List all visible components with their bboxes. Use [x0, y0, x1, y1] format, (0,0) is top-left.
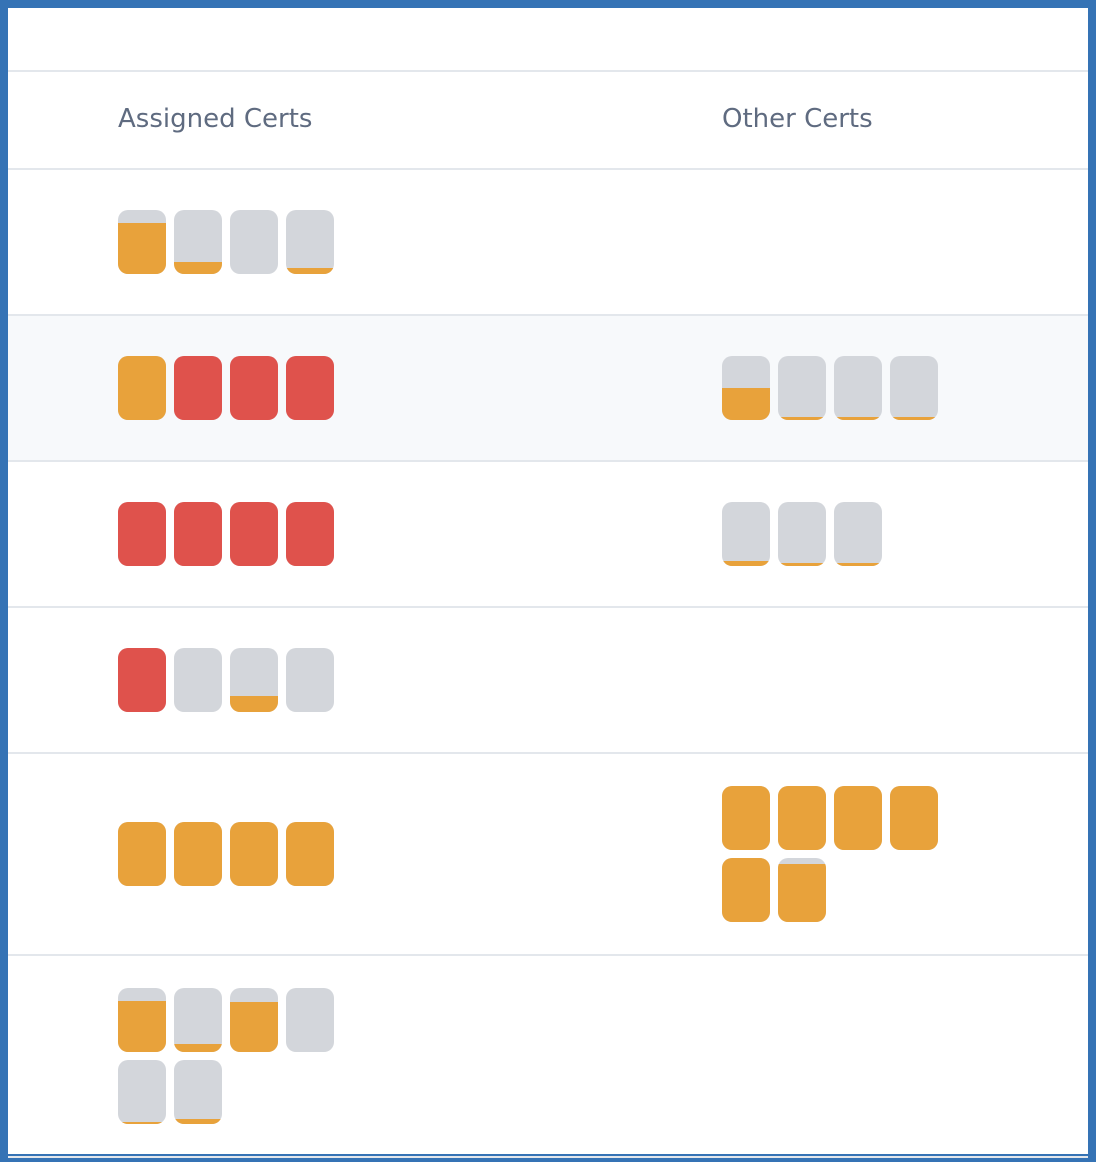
cert-progress-fill — [834, 417, 882, 420]
cert-progress-fill — [230, 696, 278, 712]
assigned-certs-cell — [118, 988, 334, 1124]
table-row[interactable] — [8, 316, 1088, 462]
cert-indicator[interactable] — [722, 502, 770, 566]
cert-indicator[interactable] — [286, 210, 334, 274]
table-body — [8, 170, 1088, 1158]
cert-progress-fill — [834, 786, 882, 850]
cert-progress-fill — [230, 1002, 278, 1052]
cert-progress-fill — [118, 822, 166, 886]
cert-progress-fill — [174, 502, 222, 566]
cert-indicator[interactable] — [778, 502, 826, 566]
cert-progress-fill — [118, 1122, 166, 1124]
cert-indicator[interactable] — [118, 1060, 166, 1124]
cert-progress-fill — [118, 222, 166, 274]
cert-indicator[interactable] — [834, 786, 882, 850]
cert-progress-fill — [890, 786, 938, 850]
cert-progress-fill — [778, 786, 826, 850]
cert-indicator[interactable] — [230, 356, 278, 420]
cert-progress-fill — [174, 1044, 222, 1052]
cert-indicator[interactable] — [230, 988, 278, 1052]
other-certs-cell — [722, 502, 938, 566]
cert-indicator[interactable] — [286, 988, 334, 1052]
assigned-certs-cell — [118, 648, 334, 712]
assigned-certs-cell — [118, 502, 334, 566]
cert-progress-fill — [778, 563, 826, 566]
cert-indicator[interactable] — [230, 648, 278, 712]
cert-indicator[interactable] — [722, 356, 770, 420]
cert-indicator[interactable] — [230, 210, 278, 274]
other-certs-header: Other Certs — [722, 104, 873, 134]
cert-progress-fill — [722, 786, 770, 850]
cert-indicator[interactable] — [286, 648, 334, 712]
cert-progress-fill — [118, 356, 166, 420]
cert-progress-fill — [118, 648, 166, 712]
assigned-certs-header: Assigned Certs — [118, 104, 313, 134]
cert-indicator[interactable] — [778, 858, 826, 922]
assigned-certs-cell — [118, 210, 334, 274]
cert-progress-fill — [890, 417, 938, 420]
cert-indicator[interactable] — [834, 502, 882, 566]
cert-indicator[interactable] — [230, 822, 278, 886]
cert-indicator[interactable] — [174, 356, 222, 420]
cert-progress-fill — [174, 356, 222, 420]
cert-progress-fill — [834, 563, 882, 566]
cert-progress-fill — [722, 560, 770, 566]
table-row[interactable] — [8, 956, 1088, 1158]
cert-progress-fill — [118, 1000, 166, 1052]
table-row[interactable] — [8, 754, 1088, 956]
cert-indicator[interactable] — [174, 822, 222, 886]
cert-progress-fill — [286, 268, 334, 274]
cert-progress-fill — [286, 502, 334, 566]
cert-progress-fill — [174, 1118, 222, 1124]
table-header: Assigned Certs Other Certs — [8, 72, 1088, 170]
top-bar — [8, 8, 1088, 72]
cert-indicator[interactable] — [174, 502, 222, 566]
cert-progress-fill — [722, 858, 770, 922]
cert-progress-fill — [230, 502, 278, 566]
table-row[interactable] — [8, 462, 1088, 608]
other-certs-cell — [722, 356, 938, 420]
cert-progress-fill — [174, 261, 222, 274]
cert-indicator[interactable] — [286, 356, 334, 420]
cert-indicator[interactable] — [174, 988, 222, 1052]
cert-indicator[interactable] — [778, 786, 826, 850]
cert-indicator[interactable] — [118, 356, 166, 420]
assigned-certs-cell — [118, 356, 334, 420]
assigned-certs-cell — [118, 822, 334, 886]
cert-progress-fill — [286, 822, 334, 886]
cert-indicator[interactable] — [118, 988, 166, 1052]
cert-progress-fill — [778, 864, 826, 922]
cert-indicator[interactable] — [890, 356, 938, 420]
cert-progress-fill — [286, 356, 334, 420]
cert-indicator[interactable] — [118, 502, 166, 566]
table-row[interactable] — [8, 608, 1088, 754]
cert-indicator[interactable] — [834, 356, 882, 420]
other-certs-cell — [722, 786, 938, 922]
cert-indicator[interactable] — [118, 822, 166, 886]
cert-indicator[interactable] — [286, 502, 334, 566]
cert-indicator[interactable] — [230, 502, 278, 566]
cert-progress-fill — [230, 356, 278, 420]
cert-indicator[interactable] — [174, 648, 222, 712]
cert-indicator[interactable] — [174, 1060, 222, 1124]
cert-progress-fill — [722, 388, 770, 420]
cert-progress-fill — [118, 502, 166, 566]
cert-indicator[interactable] — [722, 786, 770, 850]
table-row[interactable] — [8, 170, 1088, 316]
cert-indicator[interactable] — [174, 210, 222, 274]
cert-progress-fill — [174, 822, 222, 886]
cert-indicator[interactable] — [118, 648, 166, 712]
cert-indicator[interactable] — [118, 210, 166, 274]
cert-indicator[interactable] — [286, 822, 334, 886]
cert-indicator[interactable] — [778, 356, 826, 420]
cert-indicator[interactable] — [890, 786, 938, 850]
cert-progress-fill — [778, 417, 826, 420]
cert-indicator[interactable] — [722, 858, 770, 922]
cert-progress-fill — [230, 822, 278, 886]
